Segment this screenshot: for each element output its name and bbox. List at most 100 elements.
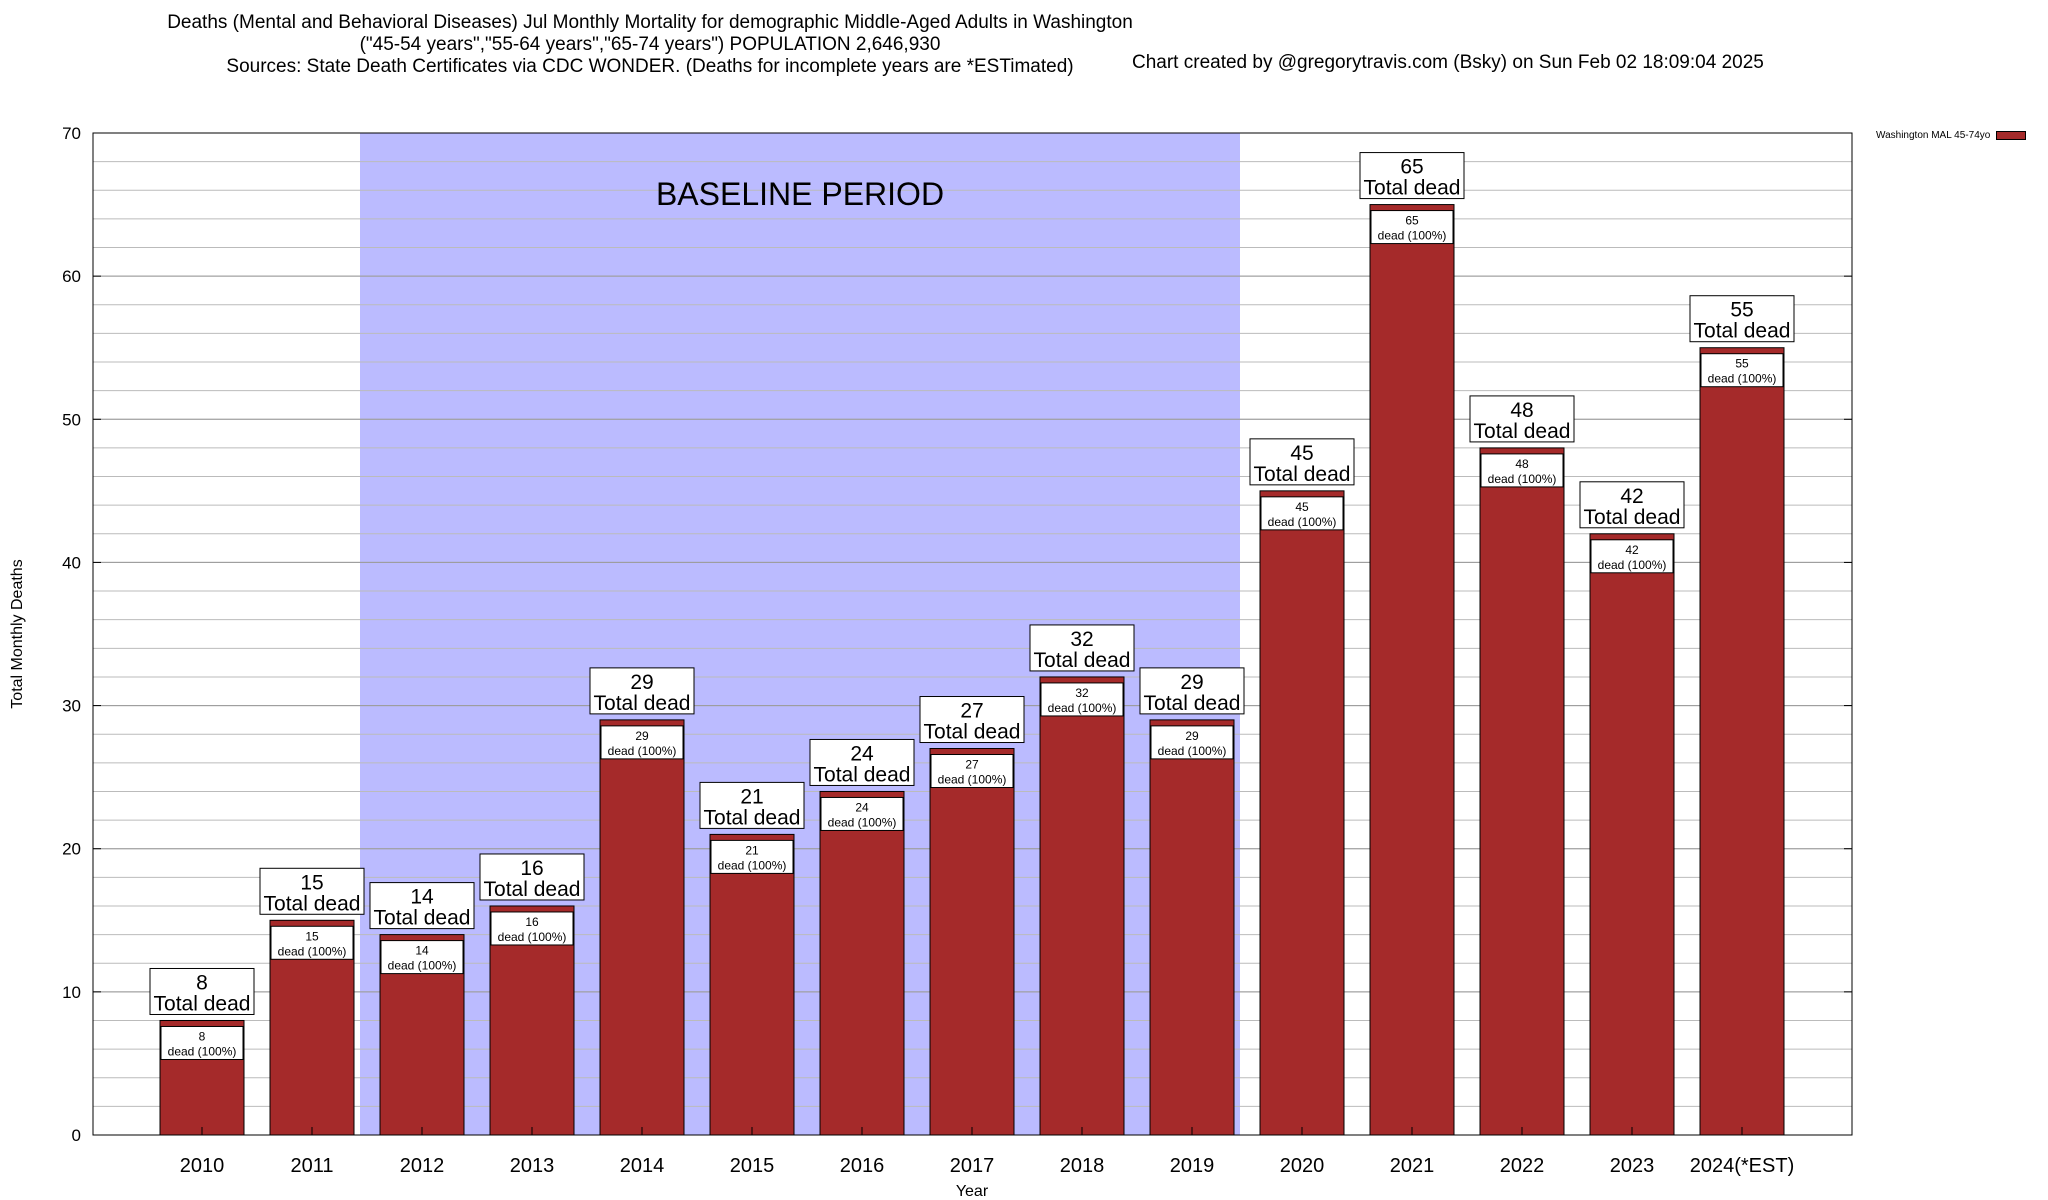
total-label-value: 14 (410, 886, 434, 909)
inner-label-box (820, 796, 904, 831)
bar (1149, 719, 1235, 1136)
inner-label-pct: dead (100%) (1708, 372, 1777, 386)
total-label-box (369, 882, 475, 930)
bar (1589, 533, 1675, 1136)
x-tick-label: 2013 (510, 1155, 555, 1177)
chart-title-line3: Sources: State Death Certificates via CD… (226, 56, 1074, 77)
total-label-box (259, 867, 365, 915)
total-label-text: Total dead (1694, 320, 1791, 343)
total-label-text: Total dead (1254, 463, 1351, 486)
y-tick-label: 30 (62, 697, 81, 716)
bar (1369, 204, 1455, 1136)
total-label-box (479, 853, 585, 901)
bar (1479, 447, 1565, 1136)
legend-swatch (1996, 131, 2027, 140)
total-label-text: Total dead (1144, 692, 1241, 715)
x-tick-label: 2010 (180, 1155, 225, 1177)
y-tick-label: 20 (62, 840, 81, 859)
total-label-value: 48 (1510, 399, 1533, 422)
total-label-box (919, 696, 1025, 744)
inner-label-value: 42 (1625, 543, 1639, 557)
inner-label-box (380, 940, 464, 975)
inner-label-value: 16 (525, 915, 539, 929)
x-tick-label: 2020 (1280, 1155, 1325, 1177)
total-label-box (699, 781, 805, 829)
total-label-value: 29 (630, 671, 653, 694)
total-label-text: Total dead (1584, 506, 1681, 529)
total-label-box (589, 667, 695, 715)
inner-label-value: 29 (635, 729, 649, 743)
bar (1039, 676, 1125, 1136)
inner-label-pct: dead (100%) (168, 1044, 237, 1058)
inner-label-value: 48 (1515, 457, 1529, 471)
inner-label-value: 27 (965, 758, 979, 772)
total-label-value: 15 (300, 871, 323, 894)
inner-label-box (270, 925, 354, 960)
y-tick-label: 40 (62, 553, 81, 572)
x-tick-label: 2022 (1500, 1155, 1545, 1177)
inner-label-box (1700, 353, 1784, 388)
total-label-text: Total dead (264, 892, 361, 915)
inner-label-box (710, 839, 794, 874)
inner-label-box (600, 725, 684, 760)
inner-label-value: 55 (1735, 357, 1749, 371)
total-label-value: 45 (1290, 442, 1313, 465)
x-tick-label: 2024(*EST) (1690, 1155, 1795, 1177)
bar (819, 790, 905, 1136)
total-label-box (809, 738, 915, 786)
total-label-text: Total dead (484, 878, 581, 901)
total-label-box (1689, 295, 1795, 343)
x-axis-title: Year (956, 1183, 989, 1200)
total-label-text: Total dead (1034, 649, 1131, 672)
total-label-text: Total dead (1474, 420, 1571, 443)
inner-label-box (1260, 496, 1344, 531)
y-axis-title: Total Monthly Deaths (9, 559, 26, 708)
total-label-text: Total dead (594, 692, 691, 715)
total-label-text: Total dead (374, 907, 471, 930)
inner-label-pct: dead (100%) (1158, 744, 1227, 758)
inner-label-box (1590, 539, 1674, 574)
bar (929, 748, 1015, 1136)
inner-label-box (160, 1025, 244, 1060)
total-label-box (1029, 624, 1135, 672)
legend-label: Washington MAL 45-74yo (1876, 130, 1991, 141)
inner-label-pct: dead (100%) (718, 858, 787, 872)
total-label-box (1579, 481, 1685, 529)
inner-label-value: 21 (745, 843, 759, 857)
x-tick-label: 2023 (1610, 1155, 1655, 1177)
inner-label-pct: dead (100%) (278, 944, 347, 958)
bar (599, 719, 685, 1136)
inner-label-pct: dead (100%) (938, 773, 1007, 787)
inner-label-value: 45 (1295, 500, 1309, 514)
total-label-box (1359, 152, 1465, 200)
x-tick-label: 2016 (840, 1155, 885, 1177)
inner-label-pct: dead (100%) (828, 815, 897, 829)
bar (1699, 347, 1785, 1136)
total-label-value: 42 (1620, 485, 1643, 508)
inner-label-value: 24 (855, 800, 869, 814)
inner-label-pct: dead (100%) (608, 744, 677, 758)
inner-label-pct: dead (100%) (1488, 472, 1557, 486)
inner-label-value: 14 (415, 944, 429, 958)
total-label-text: Total dead (814, 763, 911, 786)
total-label-text: Total dead (1364, 177, 1461, 200)
total-label-value: 29 (1180, 671, 1203, 694)
x-tick-label: 2012 (400, 1155, 445, 1177)
x-tick-label: 2019 (1170, 1155, 1215, 1177)
inner-label-pct: dead (100%) (1378, 229, 1447, 243)
x-tick-label: 2018 (1060, 1155, 1105, 1177)
total-label-box (1139, 667, 1245, 715)
inner-label-pct: dead (100%) (498, 930, 567, 944)
total-label-box (1469, 395, 1575, 443)
total-label-value: 27 (960, 700, 983, 723)
inner-label-pct: dead (100%) (1048, 701, 1117, 715)
x-tick-label: 2017 (950, 1155, 995, 1177)
inner-label-value: 32 (1075, 686, 1089, 700)
x-tick-label: 2015 (730, 1155, 775, 1177)
inner-label-pct: dead (100%) (1268, 515, 1337, 529)
inner-label-value: 8 (199, 1029, 206, 1043)
inner-label-pct: dead (100%) (388, 959, 457, 973)
y-tick-label: 50 (62, 410, 81, 429)
chart-title-line2: ("45-54 years","55-64 years","65-74 year… (359, 34, 941, 55)
